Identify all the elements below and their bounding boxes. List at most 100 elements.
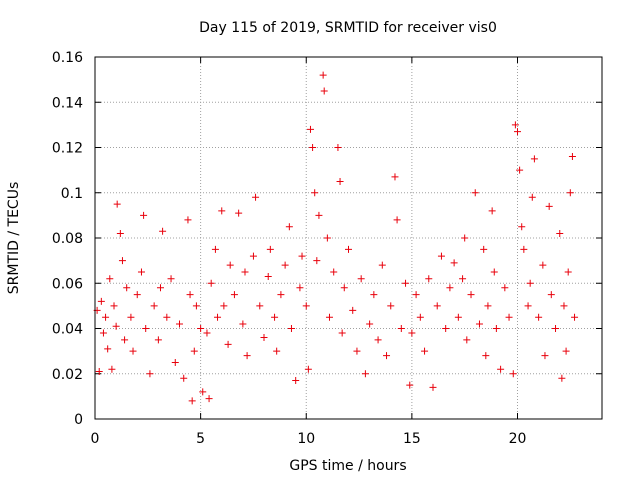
data-point (99, 329, 107, 337)
data-point (188, 397, 196, 405)
data-point (511, 121, 519, 129)
data-point (366, 320, 374, 328)
data-point (539, 261, 547, 269)
data-point (330, 268, 338, 276)
data-point (304, 365, 312, 373)
data-point (176, 320, 183, 328)
data-point (319, 71, 327, 79)
data-point (357, 275, 365, 283)
data-point (218, 207, 226, 215)
data-point (102, 313, 110, 321)
data-point (159, 227, 167, 235)
y-tick-label: 0.12 (52, 141, 83, 157)
data-point (564, 268, 572, 276)
data-point (442, 325, 450, 332)
data-point (320, 87, 328, 95)
data-point (562, 347, 570, 355)
data-point (490, 268, 498, 276)
y-axis-label: SRMTID / TECUs (6, 182, 22, 295)
x-tick-label: 20 (509, 431, 527, 447)
data-point (383, 352, 391, 360)
data-point (163, 313, 171, 321)
data-point (239, 320, 247, 328)
data-point (95, 367, 103, 375)
data-point (338, 329, 346, 337)
data-point (334, 144, 342, 151)
data-point (205, 395, 213, 403)
data-point (378, 261, 386, 269)
data-point (121, 336, 129, 344)
data-point (340, 284, 348, 292)
data-point (323, 234, 331, 242)
data-point (566, 189, 574, 197)
data-point (370, 291, 378, 299)
data-point (154, 336, 162, 344)
data-point (140, 211, 148, 219)
data-point (199, 388, 207, 396)
data-point (541, 352, 549, 360)
data-point (524, 302, 532, 310)
data-point (501, 284, 509, 292)
data-point (256, 302, 264, 310)
data-point (171, 358, 179, 366)
plot-frame (94, 56, 603, 420)
data-point (467, 291, 475, 299)
data-point (271, 313, 279, 321)
data-point (475, 320, 483, 328)
data-point (387, 302, 395, 310)
data-point (509, 370, 517, 378)
data-point (156, 284, 164, 292)
data-point (127, 313, 135, 321)
x-tick-label: 10 (297, 431, 315, 447)
data-point (273, 347, 281, 355)
data-point (211, 245, 219, 253)
data-point (497, 365, 505, 373)
data-point (214, 313, 222, 321)
data-point (437, 252, 445, 260)
data-point (266, 245, 274, 253)
data-point (243, 352, 251, 360)
data-point (104, 345, 112, 353)
data-point (150, 302, 158, 310)
data-point (425, 275, 433, 283)
data-point (118, 257, 126, 265)
data-point (108, 365, 116, 373)
data-point (184, 216, 192, 224)
data-point (492, 325, 500, 332)
data-point (463, 336, 471, 344)
data-point (349, 306, 357, 314)
data-point (446, 284, 454, 292)
y-tick-label: 0.08 (52, 231, 83, 247)
axis-ticks: 0 5 10 15 20 0 0.02 0.04 0.06 0.08 0.1 0.12 0.14 0.16 (52, 50, 602, 447)
grid (95, 57, 602, 419)
data-point (235, 209, 243, 217)
data-points (93, 71, 579, 405)
data-point (402, 279, 410, 287)
y-tick-label: 0.04 (52, 322, 83, 338)
data-point (421, 347, 429, 355)
data-point (480, 245, 488, 253)
data-point (459, 275, 467, 283)
data-point (361, 370, 369, 378)
data-point (556, 229, 564, 237)
data-point (545, 202, 553, 210)
data-point (547, 291, 555, 299)
data-point (277, 291, 285, 299)
data-point (224, 340, 232, 348)
data-point (526, 279, 534, 287)
data-point (558, 374, 566, 382)
data-point (249, 252, 257, 260)
data-point (203, 329, 211, 337)
data-point (454, 313, 462, 321)
data-point (315, 211, 323, 219)
data-point (220, 302, 228, 310)
data-point (450, 259, 458, 267)
y-tick-label: 0.02 (52, 367, 83, 383)
data-point (336, 177, 344, 185)
data-point (142, 325, 150, 332)
x-tick-label: 0 (91, 431, 100, 447)
x-axis-label: GPS time / hours (289, 458, 406, 474)
data-point (226, 261, 234, 269)
data-point (393, 216, 401, 224)
data-point (516, 166, 524, 174)
